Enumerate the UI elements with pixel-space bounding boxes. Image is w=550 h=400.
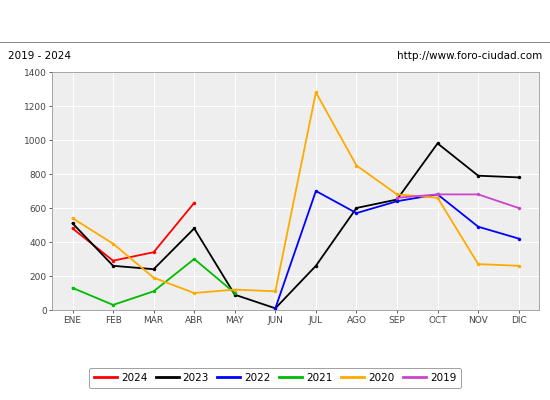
Text: Evolucion Nº Turistas Nacionales en el municipio de Ogassa: Evolucion Nº Turistas Nacionales en el m… <box>76 14 474 28</box>
Text: http://www.foro-ciudad.com: http://www.foro-ciudad.com <box>397 51 542 61</box>
Legend: 2024, 2023, 2022, 2021, 2020, 2019: 2024, 2023, 2022, 2021, 2020, 2019 <box>89 368 461 388</box>
Text: 2019 - 2024: 2019 - 2024 <box>8 51 72 61</box>
